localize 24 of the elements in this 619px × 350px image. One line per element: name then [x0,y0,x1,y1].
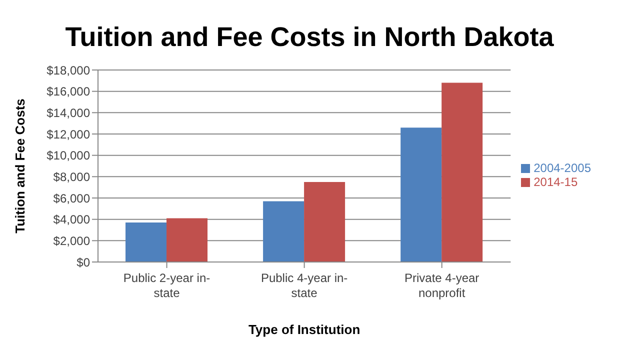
bar [263,201,304,262]
y-tick-label: $6,000 [53,191,90,206]
y-tick-label: $8,000 [53,170,90,184]
y-axis-title: Tuition and Fee Costs [12,98,28,234]
x-axis-title: Type of Institution [248,322,360,337]
bar [442,82,483,262]
legend-label: 2004-2005 [534,161,591,175]
bar [126,222,167,262]
y-tick-label: $12,000 [46,127,90,142]
bar [304,182,346,262]
bar [400,128,442,262]
legend-label: 2014-15 [534,175,578,189]
y-tick-label: $10,000 [46,148,90,163]
x-tick-label: Private 4-year nonprofit [404,271,480,300]
y-tick-label: $4,000 [53,212,90,227]
y-tick-label: $0 [76,255,90,270]
y-tick-label: $14,000 [46,106,90,120]
y-tick-label: $18,000 [46,63,90,78]
chart-title: Tuition and Fee Costs in North Dakota [64,22,555,53]
y-tick-label: $2,000 [53,234,90,248]
x-tick-label: Public 2-year in-state [123,271,210,300]
x-tick-label: Public 4-year in-state [260,271,348,300]
y-tick-label: $16,000 [46,84,90,99]
bar [166,218,208,262]
